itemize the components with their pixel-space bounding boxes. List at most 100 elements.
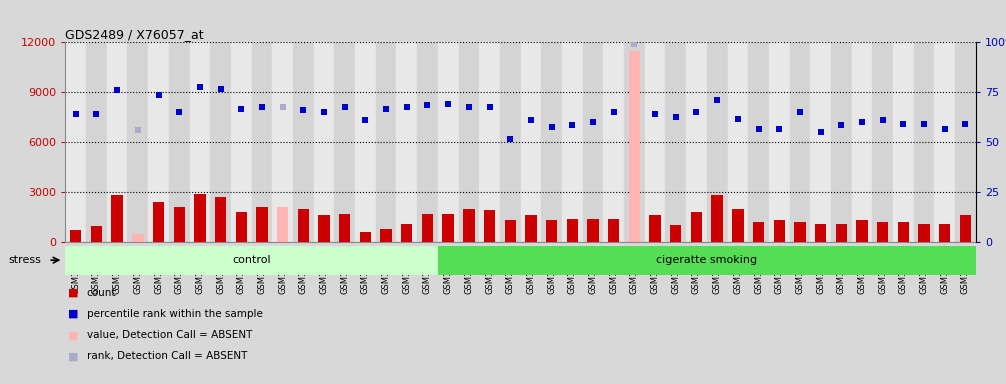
Bar	[562, 42, 582, 242]
Bar	[769, 42, 790, 242]
Bar	[566, 218, 578, 242]
Bar	[604, 42, 624, 242]
Bar	[91, 226, 103, 242]
Bar	[897, 222, 909, 242]
Bar	[629, 51, 640, 242]
Bar	[624, 42, 645, 242]
Bar	[210, 42, 231, 242]
Bar	[608, 218, 620, 242]
Bar	[893, 42, 913, 242]
Bar	[935, 42, 955, 242]
Bar	[273, 42, 293, 242]
Text: ■: ■	[68, 309, 78, 319]
Bar	[691, 212, 702, 242]
Bar	[376, 42, 396, 242]
Bar	[194, 194, 205, 242]
Text: control: control	[232, 255, 271, 265]
Text: value, Detection Call = ABSENT: value, Detection Call = ABSENT	[87, 330, 252, 340]
Bar	[520, 42, 541, 242]
Text: rank, Detection Call = ABSENT: rank, Detection Call = ABSENT	[87, 351, 246, 361]
Bar	[360, 232, 371, 242]
Bar	[173, 207, 185, 242]
Bar	[913, 42, 935, 242]
Bar	[463, 209, 475, 242]
Bar	[686, 42, 707, 242]
Bar	[153, 202, 164, 242]
Bar	[707, 42, 727, 242]
Text: cigeratte smoking: cigeratte smoking	[656, 255, 758, 265]
Bar	[939, 223, 951, 242]
Bar	[169, 42, 189, 242]
Bar	[65, 42, 87, 242]
Text: percentile rank within the sample: percentile rank within the sample	[87, 309, 263, 319]
Bar	[70, 230, 81, 242]
Bar	[484, 210, 495, 242]
Bar	[650, 215, 661, 242]
Bar	[711, 195, 723, 242]
Bar	[670, 225, 681, 242]
Text: ■: ■	[68, 288, 78, 298]
Bar	[443, 214, 454, 242]
Text: stress: stress	[8, 255, 41, 265]
Bar	[479, 42, 500, 242]
Bar	[856, 220, 868, 242]
Bar	[752, 222, 765, 242]
Bar	[546, 220, 557, 242]
Bar	[112, 195, 123, 242]
Bar	[215, 197, 226, 242]
Text: count: count	[87, 288, 116, 298]
Bar	[231, 42, 252, 242]
Bar	[87, 42, 107, 242]
Bar	[810, 42, 831, 242]
Bar	[380, 228, 391, 242]
Text: ■: ■	[68, 330, 78, 340]
Bar	[582, 42, 604, 242]
Bar	[790, 42, 810, 242]
Bar	[148, 42, 169, 242]
Bar	[438, 42, 459, 242]
Bar	[732, 209, 743, 242]
Bar	[459, 42, 479, 242]
Bar	[505, 220, 516, 242]
Bar	[334, 42, 355, 242]
Bar	[588, 218, 599, 242]
Bar	[836, 223, 847, 242]
Bar	[401, 223, 412, 242]
Text: ■: ■	[68, 351, 78, 361]
Bar	[318, 215, 330, 242]
Bar	[293, 42, 314, 242]
Bar	[235, 212, 246, 242]
Bar	[831, 42, 852, 242]
Bar	[422, 214, 434, 242]
Bar	[128, 42, 148, 242]
Bar	[852, 42, 872, 242]
Bar	[417, 42, 438, 242]
Bar	[955, 42, 976, 242]
Bar	[298, 209, 309, 242]
Bar	[314, 42, 334, 242]
Bar	[252, 42, 273, 242]
Bar	[960, 215, 971, 242]
Bar	[665, 42, 686, 242]
Bar	[748, 42, 769, 242]
Bar	[918, 223, 930, 242]
Bar	[525, 215, 536, 242]
Bar	[438, 246, 976, 275]
Bar	[645, 42, 665, 242]
Bar	[815, 223, 826, 242]
Bar	[500, 42, 520, 242]
Bar	[727, 42, 748, 242]
Bar	[872, 42, 893, 242]
Bar	[65, 246, 438, 275]
Text: GDS2489 / X76057_at: GDS2489 / X76057_at	[65, 28, 204, 41]
Bar	[189, 42, 210, 242]
Bar	[107, 42, 128, 242]
Bar	[541, 42, 562, 242]
Bar	[795, 222, 806, 242]
Bar	[774, 220, 785, 242]
Bar	[877, 222, 888, 242]
Bar	[132, 233, 144, 242]
Bar	[339, 214, 350, 242]
Bar	[355, 42, 376, 242]
Bar	[257, 207, 268, 242]
